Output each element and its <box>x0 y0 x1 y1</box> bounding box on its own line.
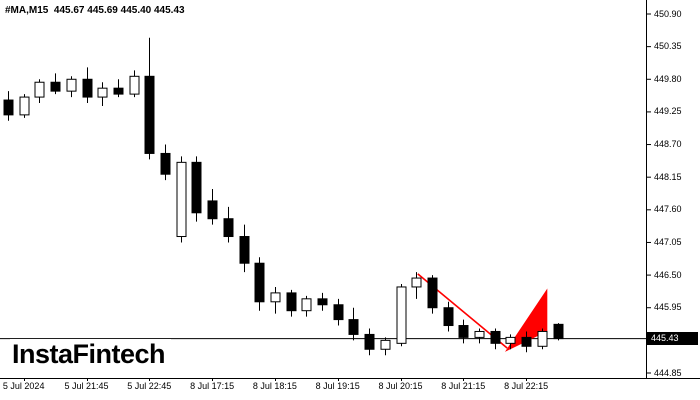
bull-candle-body <box>97 87 108 98</box>
time-axis-label: 5 Jul 2024 <box>2 381 45 391</box>
time-axis-label: 5 Jul 21:45 <box>64 381 109 391</box>
bull-candle-body <box>537 330 548 347</box>
bear-candle-body <box>144 75 155 154</box>
bear-candle-body <box>50 81 61 92</box>
price-axis-label: 449.80 <box>654 73 682 84</box>
bull-candle-body <box>34 81 45 98</box>
bear-candle-body <box>317 298 328 306</box>
bull-candle-body <box>474 330 485 338</box>
price-axis-label: 448.15 <box>654 171 682 182</box>
time-axis-label: 8 Jul 19:15 <box>315 381 360 391</box>
bull-candle-body <box>505 336 516 344</box>
time-axis-label: 8 Jul 20:15 <box>378 381 423 391</box>
bear-candle-body <box>113 87 124 95</box>
bull-candle-body <box>380 339 391 350</box>
bear-candle-body <box>160 152 171 175</box>
price-axis-label: 450.35 <box>654 41 682 52</box>
bear-candle-body <box>207 200 218 220</box>
symbol-ohlc-header: #MA,M15 445.67 445.69 445.40 445.43 <box>5 5 185 16</box>
bear-candle-body <box>82 78 93 98</box>
time-axis-label: 8 Jul 21:15 <box>441 381 486 391</box>
time-axis-label: 8 Jul 22:15 <box>504 381 549 391</box>
bear-candle-body <box>458 325 469 338</box>
bear-candle-body <box>239 236 250 264</box>
bull-candle-body <box>66 78 77 92</box>
time-axis-label: 5 Jul 22:45 <box>127 381 172 391</box>
bear-candle-body <box>348 319 359 335</box>
price-axis-label: 448.70 <box>654 139 682 150</box>
instafintech-logo: InstaFintech <box>10 339 172 372</box>
price-axis-label: 449.25 <box>654 106 682 117</box>
bear-candle-body <box>3 99 14 116</box>
bear-candle-body <box>553 323 564 340</box>
bull-candle-body <box>396 286 407 344</box>
bull-candle-body <box>19 96 30 116</box>
bear-candle-body <box>286 292 297 312</box>
bull-candle-body <box>411 277 422 288</box>
price-axis-label: 444.85 <box>654 367 682 378</box>
bear-candle-body <box>333 304 344 321</box>
bull-candle-body <box>270 292 281 303</box>
price-axis-label: 450.90 <box>654 8 682 19</box>
time-axis-label: 8 Jul 18:15 <box>252 381 297 391</box>
current-price-badge: 445.43 <box>647 332 698 346</box>
price-axis-label: 445.95 <box>654 302 682 313</box>
bull-candle-body <box>129 75 140 95</box>
bear-candle-body <box>364 333 375 350</box>
bull-candle-body <box>301 298 312 312</box>
bear-candle-body <box>427 277 438 309</box>
time-axis-label: 8 Jul 17:15 <box>190 381 235 391</box>
bear-candle-body <box>191 161 202 214</box>
bear-candle-body <box>490 330 501 344</box>
price-axis-label: 447.60 <box>654 204 682 215</box>
bull-candle-body <box>176 161 187 238</box>
price-axis-label: 447.05 <box>654 236 682 247</box>
bear-candle-body <box>443 307 454 327</box>
price-axis-label: 446.50 <box>654 269 682 280</box>
bear-candle-body <box>223 218 234 238</box>
bear-candle-body <box>521 336 532 347</box>
bear-candle-body <box>254 262 265 303</box>
